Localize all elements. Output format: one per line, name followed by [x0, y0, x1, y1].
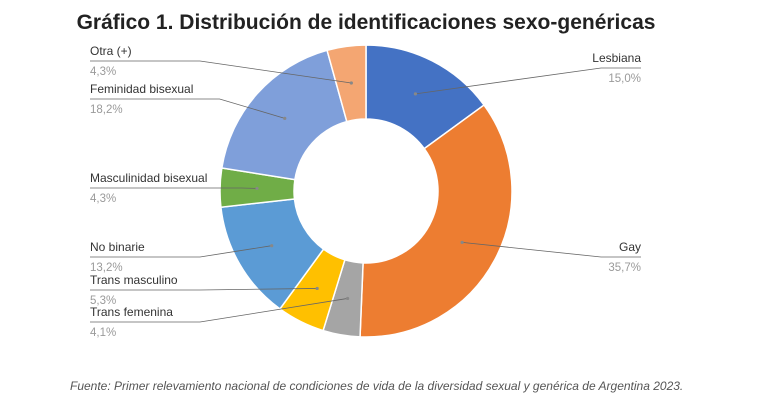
label-trans-femenina: Trans femenina: [90, 305, 173, 319]
leader-line-lesbiana: [415, 67, 641, 95]
leader-dot-gay: [460, 240, 464, 245]
leader-dot-trans-femenina: [346, 296, 350, 301]
label-gay: Gay: [619, 240, 641, 254]
source-note: Fuente: Primer relevamiento nacional de …: [70, 379, 684, 393]
slice-feminidad-bisexual: [220, 49, 348, 181]
slice-gay: [359, 104, 513, 338]
value-lesbiana: 15,0%: [608, 73, 641, 85]
chart-title: Gráfico 1. Distribución de identificacio…: [77, 11, 656, 34]
leader-dot-otra: [349, 81, 353, 85]
label-masculinidad-bisexual: Masculinidad bisexual: [90, 171, 207, 185]
value-trans-femenina: 4,1%: [90, 327, 116, 339]
slice-labels: Lesbiana 15,0% Gay 35,7% Trans femenina 4,1% T…: [90, 44, 641, 339]
leader-dot-feminidad-bisexual: [283, 116, 287, 120]
value-otra: 4,3%: [90, 66, 116, 78]
leader-line-no-binarie: [90, 245, 272, 258]
leader-line-trans-masculino: [90, 288, 318, 291]
leader-dot-trans-masculino: [315, 286, 319, 291]
donut-slices: [219, 44, 513, 338]
leader-dot-no-binarie: [270, 244, 274, 248]
label-no-binarie: No binarie: [90, 240, 145, 254]
label-lesbiana: Lesbiana: [592, 51, 641, 65]
value-no-binarie: 13,2%: [90, 262, 123, 274]
label-feminidad-bisexual: Feminidad bisexual: [90, 82, 193, 96]
value-masculinidad-bisexual: 4,3%: [90, 193, 116, 205]
leader-line-otra: [90, 60, 352, 84]
leader-dot-lesbiana: [413, 92, 418, 96]
value-feminidad-bisexual: 18,2%: [90, 104, 123, 116]
label-otra: Otra (+): [90, 44, 132, 58]
leader-line-trans-femenina: [90, 298, 348, 323]
leader-line-gay: [462, 242, 641, 258]
slice-otra: [326, 44, 367, 123]
leader-line-feminidad-bisexual: [90, 98, 285, 119]
value-gay: 35,7%: [608, 262, 641, 274]
leader-dot-masculinidad-bisexual: [255, 186, 259, 191]
value-trans-masculino: 5,3%: [90, 295, 116, 307]
label-trans-masculino: Trans masculino: [90, 273, 178, 287]
